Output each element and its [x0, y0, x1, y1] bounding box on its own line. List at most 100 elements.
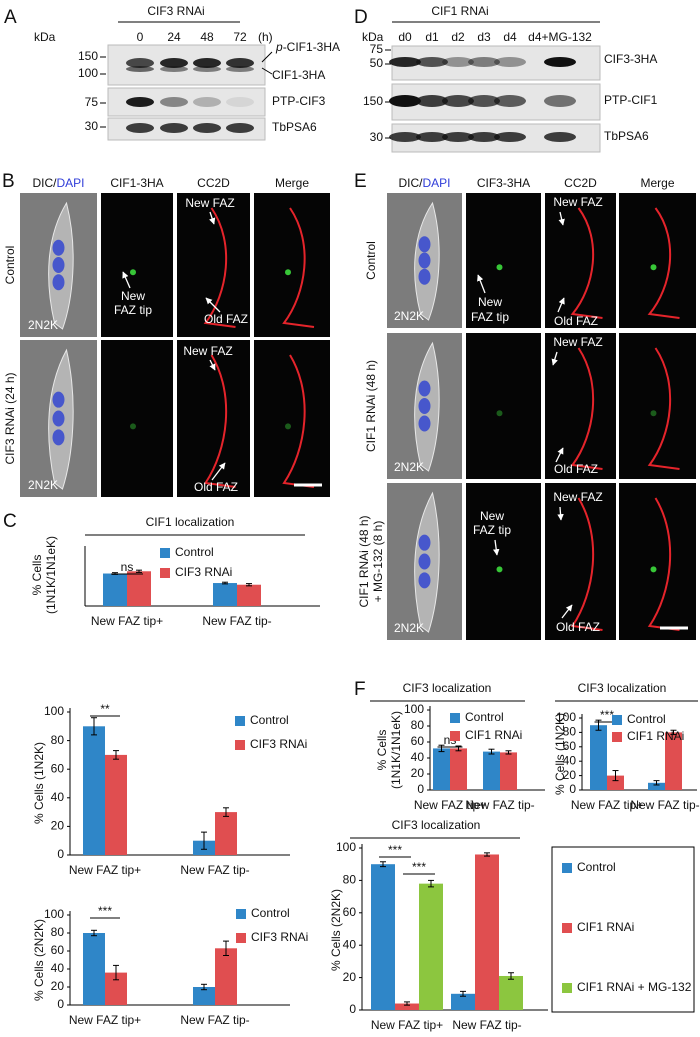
bar [433, 748, 450, 790]
lane-label: 24 [167, 30, 181, 44]
legend-swatch [562, 863, 572, 873]
dapi-stain [52, 274, 65, 291]
tip-signal [496, 264, 503, 271]
band [193, 123, 221, 133]
error-bar [438, 744, 445, 753]
band [226, 97, 254, 107]
lane-label: 72 [233, 30, 247, 44]
band [126, 66, 154, 72]
annotation: New FAZ [553, 195, 602, 209]
column-header: DIC/DAPI [398, 176, 450, 190]
fluorescence-image [254, 193, 330, 337]
bar [607, 775, 624, 790]
column-header: CIF1-3HA [110, 176, 163, 190]
arrow [557, 297, 565, 313]
legend-label: Control [577, 860, 616, 874]
annotation: Old FAZ [204, 312, 248, 326]
cc2d-signal [647, 207, 680, 319]
bar [213, 583, 237, 606]
error-bar [380, 861, 386, 868]
cc2d-signal [647, 497, 680, 631]
legend-label: Control [250, 713, 289, 727]
annotation: New FAZ [553, 335, 602, 349]
y-tick-label: 20 [51, 979, 65, 993]
dapi-stain [418, 236, 431, 253]
column-header: Merge [275, 176, 309, 190]
error-bar [653, 780, 660, 786]
band-label: TbPSA6 [604, 129, 649, 143]
legend-label: CIF3 RNAi [175, 565, 232, 579]
arrow [551, 351, 558, 366]
arrow [122, 271, 131, 289]
error-bar [113, 964, 119, 981]
lane-label: 0 [137, 30, 144, 44]
stain-dic: DIC/ [398, 176, 423, 190]
fluorescence-image [545, 193, 616, 328]
legend-swatch [612, 715, 622, 725]
band-label: PTP-CIF3 [272, 94, 326, 108]
legend-swatch [160, 548, 170, 558]
band [160, 66, 188, 72]
row-label: Control [364, 241, 378, 280]
arrow [557, 506, 564, 521]
significance-label: *** [98, 904, 112, 918]
error-bar [670, 729, 677, 736]
band [494, 132, 526, 142]
legend-swatch [235, 740, 245, 750]
legend-swatch [235, 716, 245, 726]
bar [83, 933, 105, 1005]
row-label: Control [3, 246, 17, 285]
bar [127, 571, 151, 606]
bar [450, 748, 467, 790]
y-tick-label: 100 [44, 907, 64, 921]
band [442, 57, 474, 67]
x-tick-label: New FAZ tip+ [571, 798, 643, 812]
band [126, 97, 154, 107]
y-axis-label: % Cells (2N2K) [329, 889, 343, 971]
annotation: New FAZ [183, 344, 232, 358]
error-bar [222, 581, 228, 585]
dapi-stain [52, 239, 65, 256]
arrow [558, 211, 565, 226]
legend-label: CIF1 RNAi [465, 728, 522, 742]
y-tick-label: 100 [404, 702, 424, 716]
cc2d-signal [647, 347, 680, 470]
error-bar [404, 1001, 410, 1006]
cell-type: 2N2K [394, 309, 424, 323]
row-label: CIF1 RNAi (48 h) [357, 515, 371, 607]
fluorescence-image [619, 193, 696, 328]
error-bar [505, 750, 512, 755]
error-bar [201, 983, 207, 991]
tip-signal [285, 423, 291, 430]
error-bar [246, 583, 252, 587]
bar [475, 854, 499, 1010]
annotation: Old FAZ [194, 480, 238, 494]
x-tick-label: New FAZ tip- [180, 863, 249, 877]
fluorescence-image [466, 193, 541, 328]
chart-title: CIF3 localization [578, 681, 667, 695]
stain-dic: DIC/ [32, 176, 57, 190]
bar [193, 987, 215, 1005]
lane-unit: (h) [258, 30, 273, 44]
lane-label: d4 [503, 30, 517, 44]
band [416, 57, 448, 67]
tip-signal [650, 566, 657, 573]
fluorescence-image [545, 483, 616, 640]
error-bar [223, 940, 229, 956]
band [468, 132, 500, 142]
pointer [261, 51, 273, 63]
error-bar [91, 929, 97, 937]
bar [105, 972, 127, 1005]
y-tick-label: 60 [51, 943, 65, 957]
bar [83, 726, 105, 855]
error-bar [91, 717, 97, 736]
band [160, 97, 188, 107]
bar [237, 584, 261, 606]
lane-label: d2 [451, 30, 465, 44]
annotation: New [121, 289, 145, 303]
band [544, 95, 576, 107]
x-tick-label: New FAZ tip+ [69, 863, 141, 877]
dapi-stain [52, 410, 65, 427]
tip-signal [285, 269, 291, 276]
bar [215, 812, 237, 855]
